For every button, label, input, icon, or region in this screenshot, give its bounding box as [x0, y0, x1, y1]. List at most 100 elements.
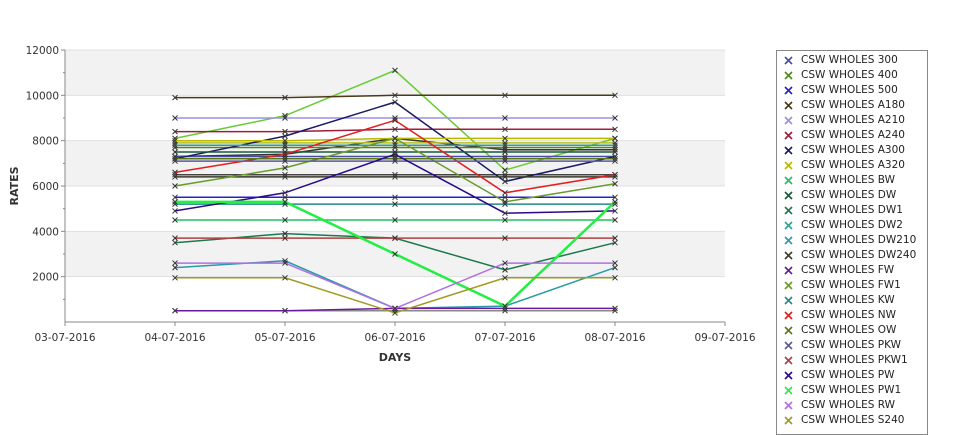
legend-item: CSW WHOLES A300: [777, 143, 927, 158]
data-point-marker: [502, 126, 508, 133]
data-point-marker: [612, 115, 618, 121]
data-point-marker: [392, 135, 398, 142]
legend-item: CSW WHOLES 400: [777, 68, 927, 83]
data-point-marker: [502, 260, 508, 266]
data-point-marker: [612, 235, 618, 241]
data-point-marker: [392, 67, 398, 74]
data-point-marker: [612, 135, 618, 142]
legend-x-marker-icon: [784, 311, 793, 320]
legend-x-marker-icon: [784, 281, 793, 290]
legend-x-marker-icon: [784, 116, 793, 125]
series: [172, 92, 618, 101]
legend-item: CSW WHOLES FW1: [777, 278, 927, 293]
x-axis-title: DAYS: [379, 351, 412, 364]
data-point-marker: [502, 305, 508, 312]
legend-label: CSW WHOLES PKW: [801, 339, 901, 351]
data-point-marker: [172, 94, 178, 101]
legend-marker-stroke: [784, 416, 793, 425]
legend-label: CSW WHOLES PW: [801, 369, 895, 381]
data-point-marker: [612, 208, 618, 214]
legend-x-marker-icon: [784, 326, 793, 335]
data-point-marker: [172, 128, 178, 135]
data-point-marker: [172, 142, 178, 149]
data-point-marker: [612, 305, 618, 312]
legend-marker-stroke: [784, 206, 793, 215]
data-point-marker: [502, 174, 508, 180]
data-point-marker: [392, 99, 398, 105]
data-point-marker: [172, 217, 178, 223]
data-point-marker: [392, 149, 398, 155]
legend-x-marker-icon: [784, 341, 793, 350]
data-point-marker: [502, 135, 508, 142]
plot-background-bands: [65, 50, 725, 277]
series: [172, 142, 618, 149]
data-point-marker: [282, 133, 288, 139]
legend-label: CSW WHOLES OW: [801, 324, 897, 336]
data-point-marker: [392, 235, 398, 241]
legend-label: CSW WHOLES FW1: [801, 279, 901, 291]
y-tick-label: 12000: [26, 45, 59, 57]
legend-x-marker-icon: [784, 146, 793, 155]
legend-item: CSW WHOLES A180: [777, 98, 927, 113]
series-layer: [172, 67, 618, 316]
legend-marker-stroke: [784, 221, 793, 230]
data-point-marker: [502, 189, 508, 196]
data-point-marker: [282, 199, 288, 205]
series: [172, 158, 618, 164]
data-point-marker: [172, 149, 178, 155]
legend-item: CSW WHOLES S240: [777, 413, 927, 428]
data-point-marker: [612, 92, 618, 99]
legend-label: CSW WHOLES DW2: [801, 219, 903, 231]
data-point-marker: [502, 142, 508, 149]
legend-x-marker-icon: [784, 386, 793, 395]
legend-x-marker-icon: [784, 251, 793, 260]
data-point-marker: [612, 180, 618, 187]
data-point-marker: [392, 310, 398, 316]
data-point-marker: [612, 142, 618, 149]
x-tick-label: 04-07-2016: [144, 332, 205, 344]
legend-item: CSW WHOLES 300: [777, 53, 927, 68]
series: [172, 199, 618, 309]
legend-label: CSW WHOLES 400: [801, 69, 898, 81]
data-point-marker: [172, 235, 178, 241]
legend-label: CSW WHOLES DW1: [801, 204, 903, 216]
data-point-marker: [502, 303, 508, 309]
legend-label: CSW WHOLES A210: [801, 114, 905, 126]
data-point-marker: [282, 194, 288, 201]
data-point-marker: [392, 217, 398, 223]
legend-label: CSW WHOLES A320: [801, 159, 905, 171]
legend-marker-stroke: [784, 116, 793, 125]
legend-x-marker-icon: [784, 296, 793, 305]
data-point-marker: [282, 217, 288, 223]
legend-marker-stroke: [784, 311, 793, 320]
legend-marker-stroke: [784, 236, 793, 245]
legend-item: CSW WHOLES PW1: [777, 383, 927, 398]
data-point-marker: [612, 274, 618, 281]
data-point-marker: [392, 174, 398, 180]
data-point-marker: [172, 239, 178, 246]
legend-x-marker-icon: [784, 131, 793, 140]
data-point-marker: [612, 239, 618, 246]
legend-item: CSW WHOLES PW: [777, 368, 927, 383]
legend-x-marker-icon: [784, 206, 793, 215]
legend-marker-stroke: [784, 251, 793, 260]
data-point-marker: [612, 194, 618, 201]
legend-x-marker-icon: [784, 371, 793, 380]
legend-item: CSW WHOLES OW: [777, 323, 927, 338]
legend-marker-stroke: [784, 86, 793, 95]
data-point-marker: [612, 149, 618, 155]
legend-marker-stroke: [784, 356, 793, 365]
legend-label: CSW WHOLES RW: [801, 399, 895, 411]
data-point-marker: [172, 208, 178, 214]
legend-marker-stroke: [784, 296, 793, 305]
legend-marker-stroke: [784, 191, 793, 200]
data-point-marker: [392, 142, 398, 149]
data-point-marker: [172, 174, 178, 180]
data-point-marker: [612, 126, 618, 133]
legend-x-marker-icon: [784, 191, 793, 200]
data-point-marker: [502, 210, 508, 217]
y-tick-label: 8000: [32, 136, 59, 148]
data-point-marker: [282, 128, 288, 135]
legend-label: CSW WHOLES PKW1: [801, 354, 908, 366]
